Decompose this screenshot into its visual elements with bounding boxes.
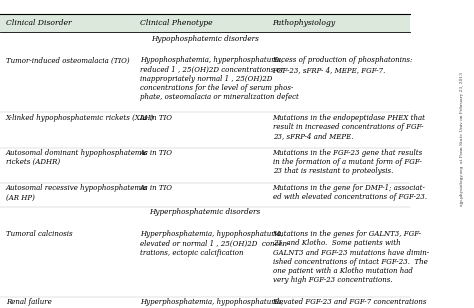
Text: Mutations in the endopeptidase PHEX that
result in increased concentrations of F: Mutations in the endopeptidase PHEX that… <box>273 114 426 140</box>
Text: Hypophosphatemic disorders: Hypophosphatemic disorders <box>151 35 259 43</box>
Text: Autosomal dominant hypophosphatemic
rickets (ADHR): Autosomal dominant hypophosphatemic rick… <box>6 149 148 166</box>
Text: Mutations in the FGF-23 gene that results
in the formation of a mutant form of F: Mutations in the FGF-23 gene that result… <box>273 149 423 175</box>
Text: Pathophysiology: Pathophysiology <box>273 19 336 27</box>
Text: Renal failure: Renal failure <box>6 298 52 306</box>
Text: Hyperphosphatemia, hypophosphaturia,
elevated or normal 1 , 25(OH)2D  concen-
tr: Hyperphosphatemia, hypophosphaturia, ele… <box>140 230 289 257</box>
Text: Elevated FGF-23 and FGF-7 concentrations: Elevated FGF-23 and FGF-7 concentrations <box>273 298 427 306</box>
Text: Hypophosphatemia, hyperphosphaturia,
reduced 1 , 25(OH)2D concentrations or
inap: Hypophosphatemia, hyperphosphaturia, red… <box>140 56 299 101</box>
Text: As in TIO: As in TIO <box>140 149 173 157</box>
Text: ajp.physiology.org  at Penn State Univ on February 23, 2013: ajp.physiology.org at Penn State Univ on… <box>460 72 464 205</box>
Text: Mutations in the gene for DMP-1; associat-
ed with elevated concentrations of FG: Mutations in the gene for DMP-1; associa… <box>273 184 427 201</box>
Text: Autosomal recessive hypophosphatemia
(AR HP): Autosomal recessive hypophosphatemia (AR… <box>6 184 148 201</box>
Text: Clinical Phenotype: Clinical Phenotype <box>140 19 212 27</box>
Text: Hyperphosphatemia, hypophosphaturia,
reduced 1α, 25(OH)2D concentrations.: Hyperphosphatemia, hypophosphaturia, red… <box>140 298 283 308</box>
Text: X-linked hypophosphatemic rickets (XLH): X-linked hypophosphatemic rickets (XLH) <box>6 114 154 122</box>
Text: Tumor-induced osteomalacia (TIO): Tumor-induced osteomalacia (TIO) <box>6 56 129 64</box>
Text: As in TIO: As in TIO <box>140 184 173 192</box>
Text: Excess of production of phosphatonins:
FGF-23, sFRP- 4, MEPE, FGF-7.: Excess of production of phosphatonins: F… <box>273 56 413 74</box>
Text: Hyperphosphatemic disorders: Hyperphosphatemic disorders <box>149 209 261 217</box>
Text: Mutations in the genes for GALNT3, FGF-
23, and Klotho.  Some patients with
GALN: Mutations in the genes for GALNT3, FGF- … <box>273 230 428 284</box>
Text: As in TIO: As in TIO <box>140 114 173 122</box>
Text: Tumoral calcinosis: Tumoral calcinosis <box>6 230 73 238</box>
Text: Clinical Disorder: Clinical Disorder <box>6 19 71 27</box>
Bar <box>0 14 410 32</box>
